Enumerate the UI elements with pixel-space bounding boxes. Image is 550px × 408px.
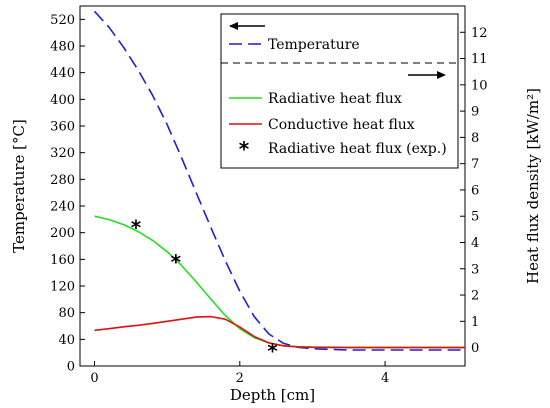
exp-data-point: * (131, 216, 142, 240)
legend: Temperature Radiative heat flux Conductive… (220, 13, 459, 169)
y-right-tick-label: 7 (471, 157, 479, 172)
y-right-tick-label: 10 (471, 78, 488, 93)
y-left-tick-label: 320 (50, 146, 75, 161)
legend-label: Temperature (268, 37, 360, 53)
exp-data-point: * (267, 339, 278, 363)
y-right-axis-title: Heat flux density [kW/m²] (524, 88, 542, 284)
right-arrow-head (437, 71, 446, 79)
y-left-tick-label: 160 (50, 253, 75, 268)
y-left-axis-title: Temperature [°C] (10, 119, 28, 253)
x-tick-label: 2 (236, 371, 244, 386)
plot-frame (79, 5, 466, 367)
legend-label: Conductive heat flux (268, 117, 415, 133)
legend-marker: * (239, 137, 250, 161)
y-left-tick-label: 280 (50, 173, 75, 188)
y-left-tick-label: 0 (67, 360, 75, 375)
y-left-tick-label: 200 (50, 226, 75, 241)
axis-titles: Depth [cm] Temperature [°C] Heat flux dens… (10, 88, 542, 404)
legend-box (220, 13, 459, 169)
y-left-tick-label: 360 (50, 120, 75, 135)
y-right-tick-label: 4 (471, 236, 479, 251)
y-right-tick-label: 6 (471, 183, 479, 198)
y-left-tick-label: 400 (50, 93, 75, 108)
y-right-tick-label: 2 (471, 289, 479, 304)
y-left-tick-label: 440 (50, 66, 75, 81)
y-right-tick-label: 9 (471, 105, 479, 120)
y-left-tick-label: 120 (50, 280, 75, 295)
series-layer: * * * (93, 10, 465, 363)
x-axis-title: Depth [cm] (230, 386, 315, 404)
series-line-temperature (93, 10, 465, 351)
x-tick-label: 4 (381, 371, 389, 386)
y-right-tick-label: 11 (471, 52, 488, 67)
series-line-conductive-heat-flux (94, 315, 465, 349)
series-line-radiative-heat-flux (94, 215, 465, 349)
y-right-tick-label: 8 (471, 131, 479, 146)
y-left-tick-label: 240 (50, 200, 75, 215)
y-right-tick-label: 3 (471, 262, 479, 277)
legend-label: Radiative heat flux (268, 91, 402, 107)
left-arrow-head (229, 22, 238, 30)
axes-layer: 0408012016020024028032036040044048052001… (50, 5, 488, 386)
y-left-tick-label: 520 (50, 13, 75, 28)
y-right-tick-label: 1 (471, 315, 479, 330)
x-tick-label: 0 (90, 371, 98, 386)
exp-data-point: * (171, 250, 182, 274)
y-right-tick-label: 12 (471, 26, 488, 41)
y-right-tick-label: 5 (471, 210, 479, 225)
y-left-tick-label: 480 (50, 40, 75, 55)
legend-label: Radiative heat flux (exp.) (268, 141, 447, 157)
y-left-tick-label: 80 (58, 306, 75, 321)
y-left-tick-label: 40 (58, 333, 75, 348)
y-right-tick-label: 0 (471, 341, 479, 356)
